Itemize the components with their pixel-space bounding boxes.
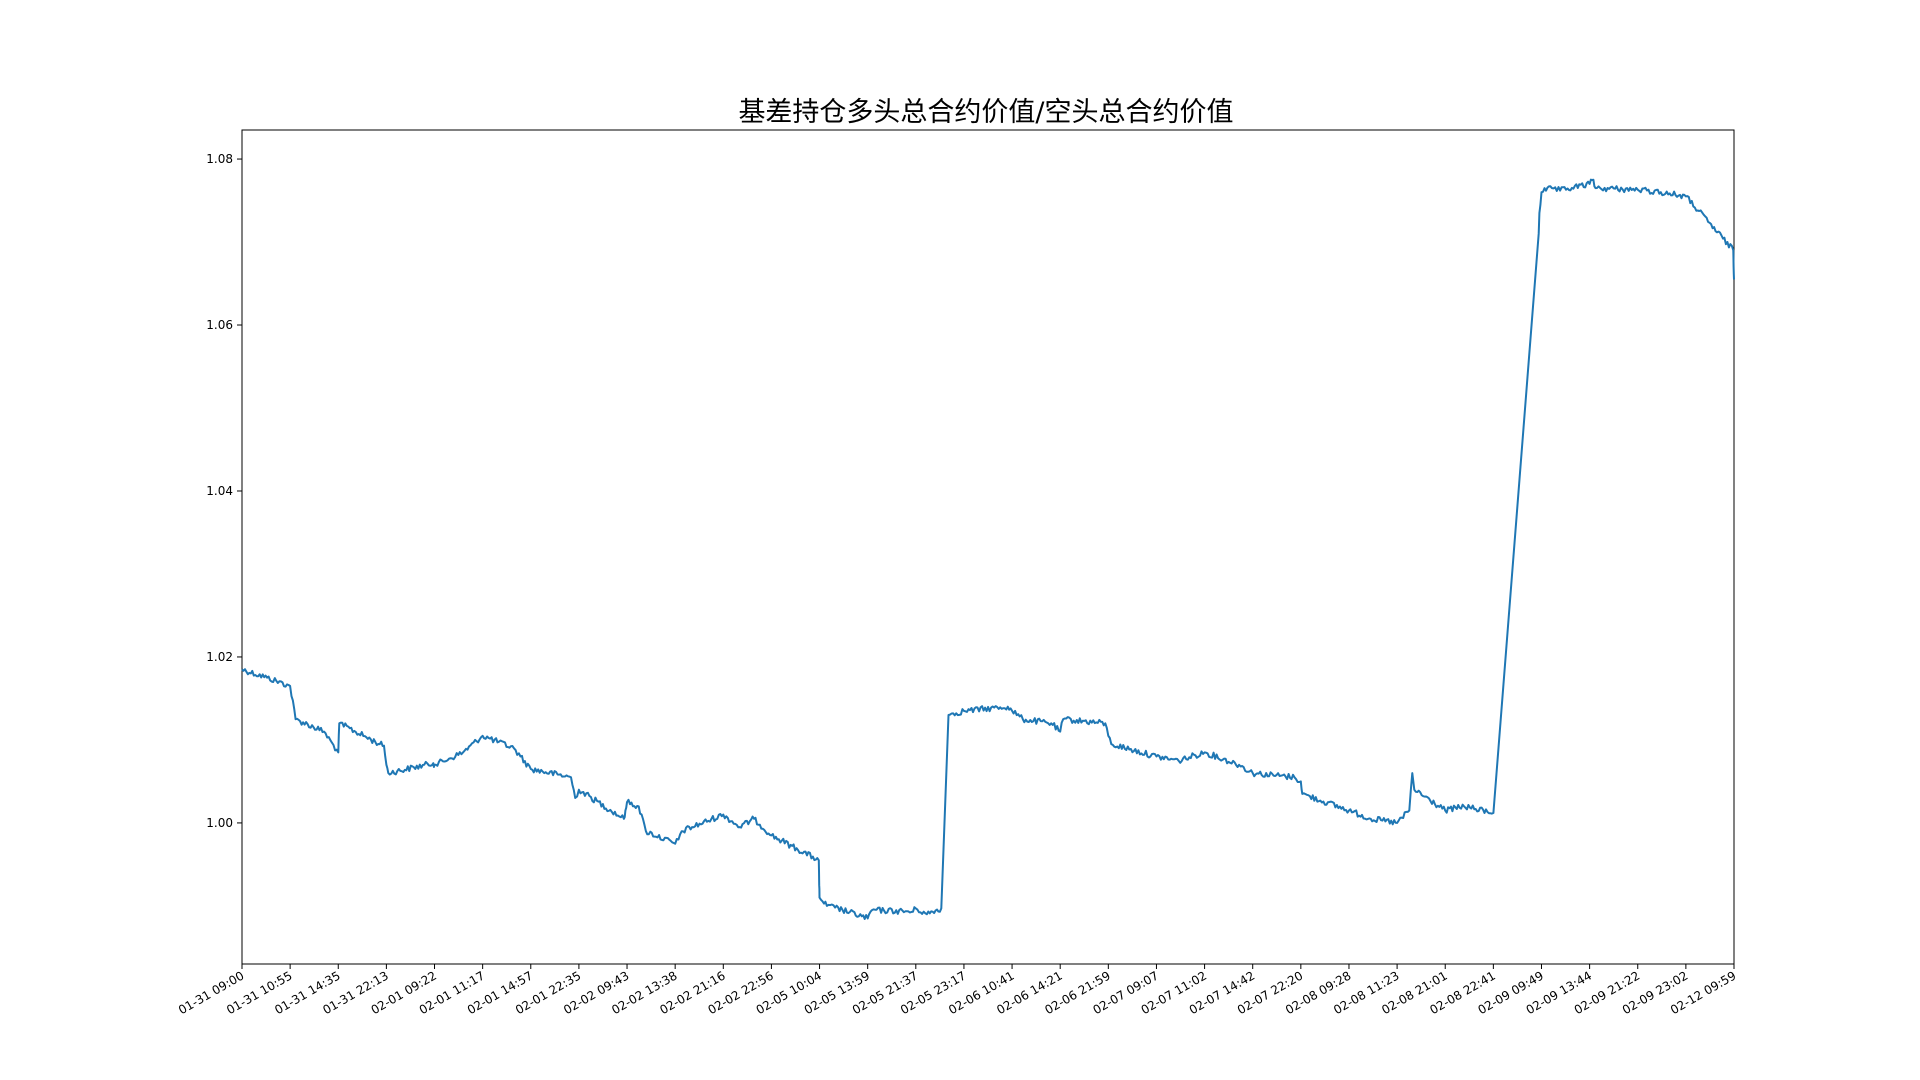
chart-title: 基差持仓多头总合约价值/空头总合约价值 — [738, 97, 1233, 128]
y-tick-label: 1.04 — [206, 484, 233, 498]
series-layer — [241, 178, 1735, 920]
y-tick-label: 1.08 — [206, 152, 233, 166]
y-axis: 1.00 1.02 1.04 1.06 1.08 — [206, 152, 242, 830]
y-tick-label: 1.02 — [206, 650, 233, 664]
plot-frame — [241, 129, 1735, 965]
y-tick-label: 1.00 — [206, 816, 233, 830]
y-tick-label: 1.06 — [206, 318, 233, 332]
series-line — [241, 178, 1735, 920]
